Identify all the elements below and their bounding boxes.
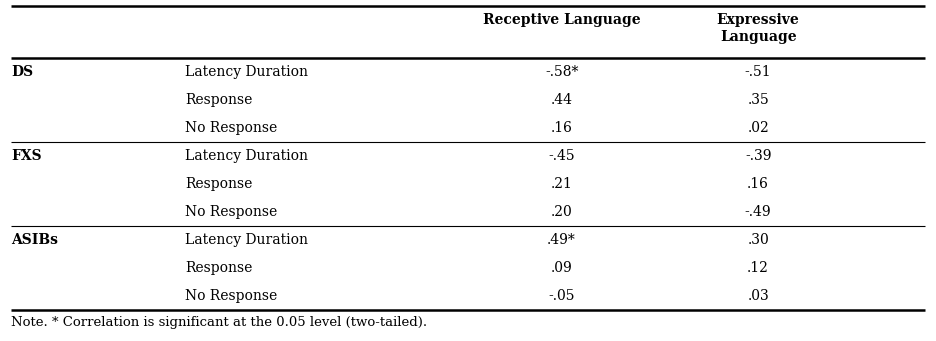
Text: Note. * Correlation is significant at the 0.05 level (two-tailed).: Note. * Correlation is significant at th… [11, 316, 428, 329]
Text: No Response: No Response [185, 289, 278, 303]
Text: .49*: .49* [548, 233, 576, 247]
Text: .20: .20 [550, 205, 573, 219]
Text: .44: .44 [550, 93, 573, 107]
Text: -.39: -.39 [745, 149, 771, 163]
Text: Latency Duration: Latency Duration [185, 233, 308, 247]
Text: Latency Duration: Latency Duration [185, 149, 308, 163]
Text: Response: Response [185, 93, 253, 107]
Text: ASIBs: ASIBs [11, 233, 58, 247]
Text: Response: Response [185, 177, 253, 191]
Text: Receptive Language: Receptive Language [483, 13, 640, 27]
Text: .02: .02 [747, 121, 769, 135]
Text: -.05: -.05 [548, 289, 575, 303]
Text: .35: .35 [747, 93, 769, 107]
Text: .12: .12 [747, 261, 769, 275]
Text: No Response: No Response [185, 205, 278, 219]
Text: Response: Response [185, 261, 253, 275]
Text: -.51: -.51 [745, 65, 771, 79]
Text: .03: .03 [747, 289, 769, 303]
Text: Expressive
Language: Expressive Language [717, 13, 799, 44]
Text: .16: .16 [747, 177, 769, 191]
Text: .09: .09 [550, 261, 573, 275]
Text: Latency Duration: Latency Duration [185, 65, 308, 79]
Text: .16: .16 [550, 121, 573, 135]
Text: FXS: FXS [11, 149, 42, 163]
Text: .21: .21 [550, 177, 573, 191]
Text: .30: .30 [747, 233, 769, 247]
Text: No Response: No Response [185, 121, 278, 135]
Text: -.49: -.49 [745, 205, 771, 219]
Text: DS: DS [11, 65, 34, 79]
Text: -.45: -.45 [548, 149, 575, 163]
Text: -.58*: -.58* [545, 65, 578, 79]
